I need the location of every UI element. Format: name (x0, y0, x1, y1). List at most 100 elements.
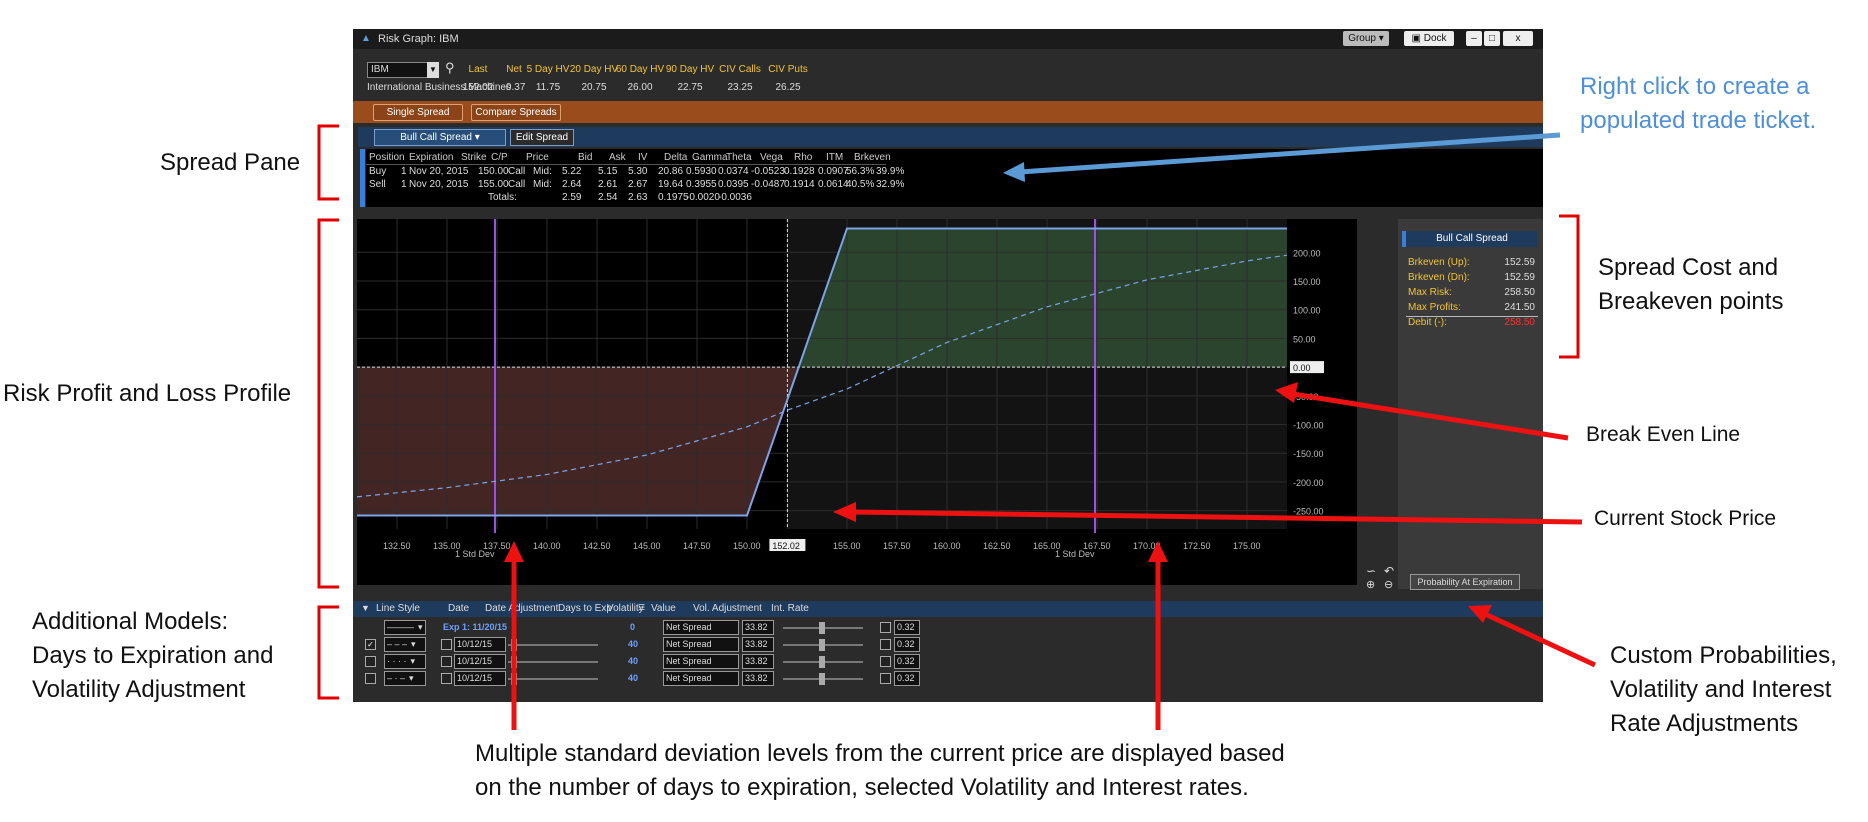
date-dropdown[interactable]: 10/12/15 (454, 654, 506, 669)
models-row-checkbox[interactable]: ✓ (365, 639, 376, 650)
spread-row-cell[interactable]: 0.0907 (818, 166, 849, 177)
int-rate-stepper[interactable]: 0.32 (894, 637, 920, 652)
spread-type-dropdown[interactable]: Bull Call Spread ▾ (374, 129, 506, 146)
spread-row-cell[interactable]: 155.00 (478, 179, 509, 190)
volatility-dropdown[interactable]: Net Spread (663, 637, 739, 652)
line-style-dropdown[interactable]: – · – ▾ (384, 671, 426, 686)
spread-row-cell[interactable]: Mid: (533, 179, 552, 190)
maximize-button[interactable]: □ (1484, 31, 1500, 46)
spread-row-cell[interactable]: Call (508, 179, 526, 190)
spread-row-cell[interactable]: 1 (401, 179, 407, 190)
spread-row-cell[interactable]: 5.15 (598, 166, 618, 177)
volatility-dropdown[interactable]: Net Spread (663, 671, 739, 686)
spread-row-cell[interactable]: 150.00 (478, 166, 509, 177)
volatility-value-stepper[interactable]: 33.82 (742, 637, 774, 652)
chart-line-icon[interactable]: ∽ (1366, 564, 1377, 578)
risk-chart-svg[interactable]: 1 Std Dev 1 Std Dev 200.00 150.00 100.00 50.0… (356, 219, 1357, 585)
spread-row-cell[interactable]: 56.3% (846, 166, 875, 177)
volatility-value-stepper[interactable]: 33.82 (742, 654, 774, 669)
symbol-input[interactable]: IBM (367, 62, 428, 78)
date-adjust-knob[interactable] (511, 673, 517, 685)
vol-adjust-knob[interactable] (819, 622, 825, 634)
spread-row-cell[interactable]: Mid: (533, 166, 552, 177)
spread-row-cell[interactable]: Buy (369, 166, 387, 177)
date-dropdown[interactable]: 10/12/15 (454, 637, 506, 652)
undo-icon[interactable]: ↶ (1384, 564, 1395, 578)
spread-row-cell[interactable]: 0.1928 (784, 166, 815, 177)
spread-row-cell[interactable]: 0.0614 (818, 179, 849, 190)
date-adjust-slider[interactable] (508, 678, 598, 680)
line-style-dropdown[interactable]: ——— ▾ (384, 620, 426, 635)
spread-row-cell[interactable]: 20.86 (658, 166, 684, 177)
close-button[interactable]: x (1503, 31, 1533, 46)
volatility-value-stepper[interactable]: 33.82 (742, 620, 774, 635)
spread-row-cell[interactable]: 0.3955 (686, 179, 717, 190)
spread-row-cell[interactable]: 32.9% (876, 179, 905, 190)
minimize-button[interactable]: – (1466, 31, 1482, 46)
spread-row-cell[interactable]: 0.0395 (718, 179, 749, 190)
int-rate-checkbox[interactable] (880, 622, 891, 633)
annotation-risk-profile: Risk Profit and Loss Profile (3, 380, 292, 407)
vol-adjust-knob[interactable] (819, 656, 825, 668)
volatility-toggle-icon[interactable]: ☰ (638, 603, 646, 612)
line-style-dropdown[interactable]: – – – ▾ (384, 637, 426, 652)
models-row: – · – ▾ 10/12/15 40 Net Spread 33.82 0.32 (353, 670, 1543, 688)
date-adjust-slider[interactable] (508, 661, 598, 663)
spread-row-cell[interactable]: 5.30 (628, 166, 648, 177)
int-rate-stepper[interactable]: 0.32 (894, 654, 920, 669)
spread-row-cell[interactable]: 39.9% (876, 166, 905, 177)
date-dropdown[interactable]: 10/12/15 (454, 671, 506, 686)
spread-row-cell[interactable]: -0.0487 (751, 179, 785, 190)
search-icon[interactable]: ⚲ (445, 60, 455, 75)
group-button[interactable]: Group ▾ (1343, 31, 1389, 46)
spread-row-cell[interactable]: -0.0523 (751, 166, 785, 177)
single-spread-tab[interactable]: Single Spread (373, 104, 463, 121)
spread-row-cell[interactable]: 0.0374 (718, 166, 749, 177)
spread-row-cell[interactable]: 2.61 (598, 179, 618, 190)
spread-row-cell[interactable]: 19.64 (658, 179, 684, 190)
symbol-dropdown-icon[interactable]: ▼ (427, 62, 439, 78)
vol-adjust-knob[interactable] (819, 673, 825, 685)
date-adjust-checkbox[interactable] (441, 673, 452, 684)
spread-row-cell[interactable]: 5.22 (562, 166, 582, 177)
zoom-out-icon[interactable]: ⊖ (1384, 579, 1394, 591)
date-adjust-knob[interactable] (511, 656, 517, 668)
zoom-in-icon[interactable]: ⊕ (1366, 579, 1376, 591)
models-collapse-icon[interactable]: ▼ (361, 603, 370, 613)
spread-row-cell[interactable]: Nov 20, 2015 (409, 166, 469, 177)
line-style-dropdown[interactable]: · · · · ▾ (384, 654, 426, 669)
volatility-dropdown[interactable]: Net Spread (663, 620, 739, 635)
int-rate-stepper[interactable]: 0.32 (894, 671, 920, 686)
date-adjust-knob[interactable] (511, 639, 517, 651)
int-rate-checkbox[interactable] (880, 639, 891, 650)
edit-spread-button[interactable]: Edit Spread (510, 129, 574, 146)
date-adjust-checkbox[interactable] (441, 639, 452, 650)
spread-row-cell[interactable]: Call (508, 166, 526, 177)
int-rate-checkbox[interactable] (880, 656, 891, 667)
compare-spreads-tab[interactable]: Compare Spreads (471, 104, 561, 121)
risk-chart[interactable]: 1 Std Dev 1 Std Dev 200.00 150.00 100.00 50.0… (356, 219, 1357, 585)
spread-row-cell[interactable]: 0.1914 (784, 179, 815, 190)
spread-row-cell[interactable]: 0.5930 (686, 166, 717, 177)
date-adjust-slider[interactable] (508, 644, 598, 646)
spread-row-cell[interactable]: 2.64 (562, 179, 582, 190)
current-price-box (769, 539, 806, 551)
models-row-checkbox[interactable] (365, 673, 376, 684)
models-row-checkbox[interactable] (365, 656, 376, 667)
spread-row-cell[interactable]: Sell (369, 179, 386, 190)
int-rate-checkbox[interactable] (880, 673, 891, 684)
spread-column-header: Rho (794, 152, 813, 163)
spread-totals-cell: 2.59 (562, 192, 582, 203)
date-adjust-checkbox[interactable] (441, 656, 452, 667)
vol-adjust-knob[interactable] (819, 639, 825, 651)
int-rate-stepper[interactable]: 0.32 (894, 620, 920, 635)
spread-row-cell[interactable]: 1 (401, 166, 407, 177)
spread-table[interactable]: Position Expiration Strike C/P Price Bid Ask IV… (366, 149, 1543, 207)
volatility-dropdown[interactable]: Net Spread (663, 654, 739, 669)
volatility-value-stepper[interactable]: 33.82 (742, 671, 774, 686)
spread-row-cell[interactable]: 2.67 (628, 179, 648, 190)
spread-row-cell[interactable]: Nov 20, 2015 (409, 179, 469, 190)
spread-row-cell[interactable]: 40.5% (846, 179, 875, 190)
dock-button[interactable]: ▣ Dock (1404, 31, 1454, 46)
probability-at-expiration-button[interactable]: Probability At Expiration (1410, 574, 1520, 590)
